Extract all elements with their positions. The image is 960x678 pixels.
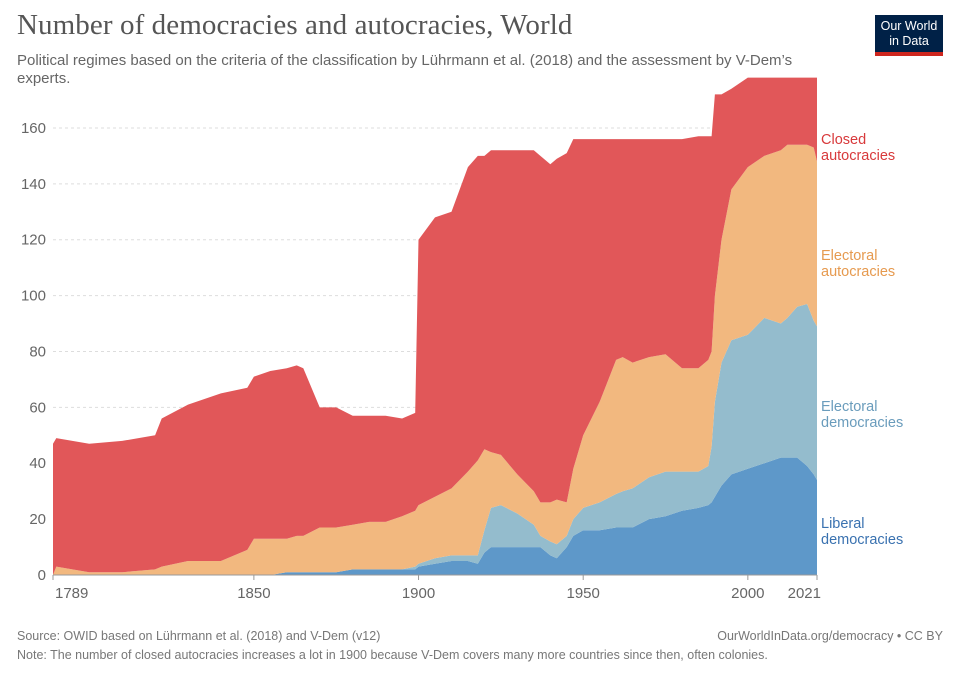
- logo-line-1: Our World: [880, 19, 938, 33]
- y-tick-label: 0: [38, 567, 46, 584]
- source-note: Source: OWID based on Lührmann et al. (2…: [17, 629, 381, 643]
- logo-line-2: in Data: [889, 34, 929, 48]
- y-tick-label: 100: [21, 288, 46, 305]
- x-tick-label: 1950: [567, 585, 600, 602]
- footer-note: Note: The number of closed autocracies i…: [17, 648, 768, 662]
- legend-label-electoral-democracies[interactable]: Electoral democracies: [821, 399, 903, 431]
- source-url-link[interactable]: OurWorldInData.org/democracy • CC BY: [717, 629, 943, 643]
- legend-label-liberal-democracies[interactable]: Liberal democracies: [821, 516, 903, 548]
- y-tick-label: 120: [21, 232, 46, 249]
- stacked-area-chart: 0 20 40 60 80 100 120 140 160 1789 1850 1900 1950 20…: [21, 77, 903, 602]
- area-liberal-democracies[interactable]: [53, 457, 817, 575]
- legend-label-closed-autocracies[interactable]: Closed autocracies: [821, 132, 895, 164]
- y-tick-label: 40: [29, 455, 46, 472]
- area-electoral-autocracies[interactable]: [53, 144, 817, 575]
- x-tick-label: 2000: [731, 585, 764, 602]
- y-tick-label: 20: [29, 511, 46, 528]
- x-tick-label: 1900: [402, 585, 435, 602]
- x-tick-label: 1850: [237, 585, 270, 602]
- y-tick-label: 60: [29, 399, 46, 416]
- x-tick-label: 2021: [788, 585, 821, 602]
- chart-title: Number of democracies and autocracies, W…: [17, 9, 573, 41]
- y-tick-label: 140: [21, 176, 46, 193]
- y-tick-label: 80: [29, 343, 46, 360]
- y-tick-label: 160: [21, 120, 46, 137]
- chart-subtitle: Political regimes based on the criteria …: [17, 52, 793, 87]
- owid-logo[interactable]: Our World in Data: [875, 15, 943, 56]
- legend-labels: Closed autocracies Electoral autocracies Ele…: [821, 132, 903, 548]
- y-axis: 0 20 40 60 80 100 120 140 160: [21, 120, 46, 584]
- area-closed-autocracies[interactable]: [53, 77, 817, 575]
- x-tick-label: 1789: [55, 585, 88, 602]
- area-series: [53, 77, 817, 575]
- area-electoral-democracies[interactable]: [53, 304, 817, 575]
- x-axis: 1789 1850 1900 1950 2000 2021: [52, 574, 821, 602]
- legend-label-electoral-autocracies[interactable]: Electoral autocracies: [821, 248, 895, 280]
